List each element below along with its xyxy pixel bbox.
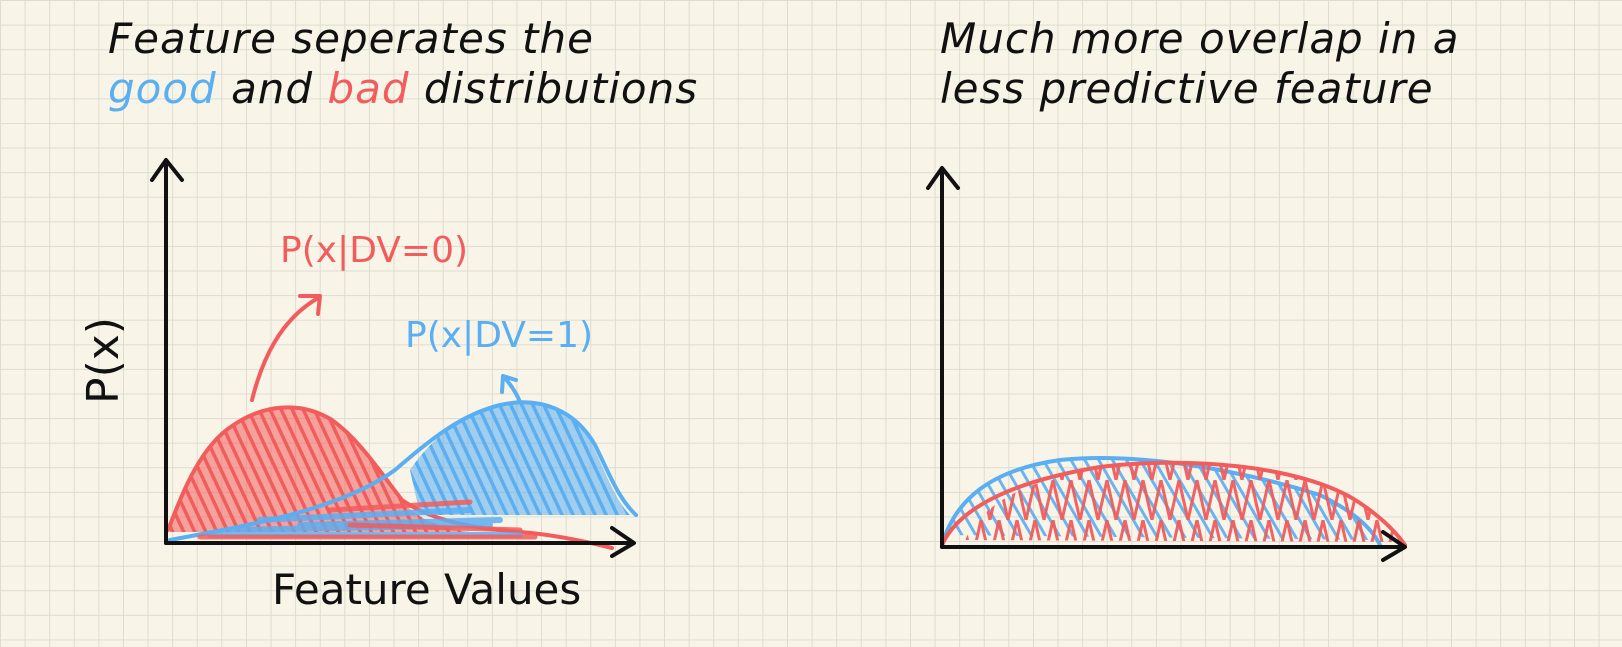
right-title-line2: less predictive feature — [940, 64, 1434, 113]
right-y-arrowhead — [926, 166, 960, 190]
and-word: and — [216, 64, 328, 113]
right-red-curve — [940, 460, 1407, 547]
red-distribution-fill — [170, 407, 470, 532]
blue-arrow — [503, 376, 522, 404]
overlap-scribble-red — [197, 499, 538, 540]
right-red-fill — [965, 463, 1400, 542]
left-y-arrowhead — [150, 158, 184, 182]
right-panel-title: Much more overlap in a less predictive f… — [940, 14, 1459, 114]
right-title-line1: Much more overlap in a — [940, 14, 1460, 63]
red-arrow — [250, 296, 320, 402]
right-x-arrowhead — [1381, 530, 1407, 562]
blue-arrowhead — [500, 374, 518, 394]
left-title-line2: good and bad distributions — [108, 64, 698, 114]
blue-distribution-fill — [410, 403, 630, 515]
left-title-line1: Feature seperates the — [108, 14, 594, 63]
blue-distribution-curve — [168, 400, 638, 542]
blue-distribution-label: P(x|DV=1) — [405, 315, 594, 356]
good-word: good — [108, 64, 217, 113]
left-panel-title: Feature seperates the good and bad distr… — [108, 14, 698, 114]
x-axis-label: Feature Values — [272, 565, 582, 614]
red-arrowhead — [298, 294, 322, 316]
left-x-arrowhead — [610, 526, 636, 558]
bad-word: bad — [327, 64, 410, 113]
red-distribution-label: P(x|DV=0) — [280, 230, 469, 271]
distributions-word: distributions — [409, 64, 699, 113]
